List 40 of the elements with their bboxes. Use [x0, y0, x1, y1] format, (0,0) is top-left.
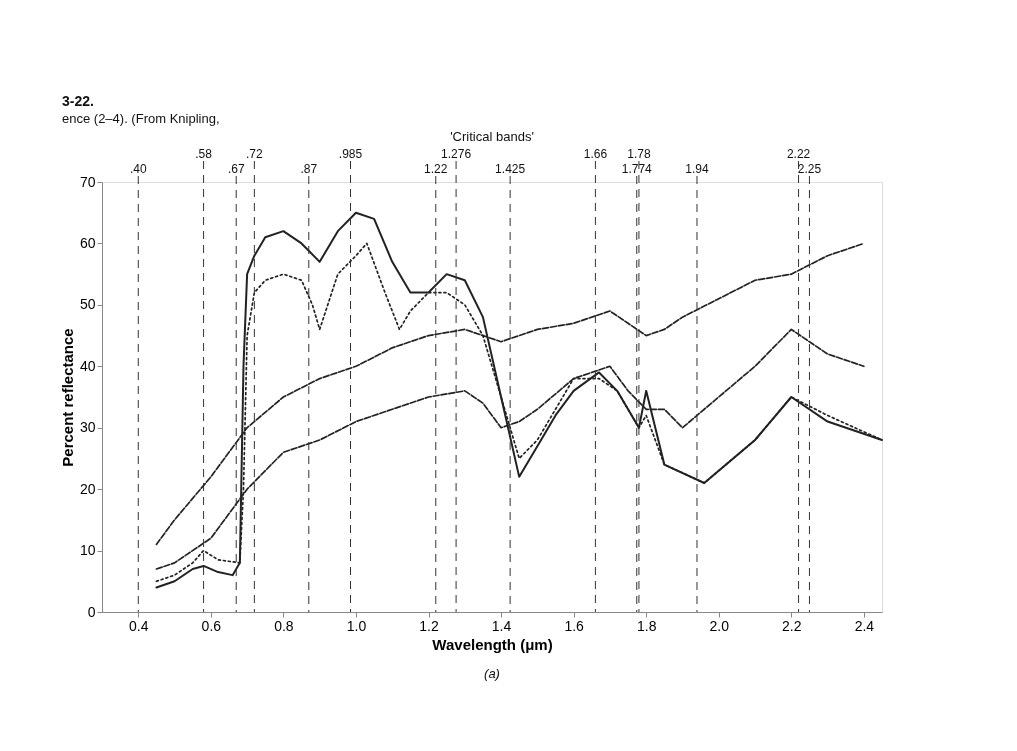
ref-line-label: 1.94	[685, 162, 709, 176]
x-tick-label: 1.4	[491, 617, 512, 634]
y-tick-label: 40	[79, 357, 96, 374]
y-tick-label: 50	[79, 296, 96, 313]
x-tick-label: 0.6	[201, 617, 222, 634]
y-tick-label: 0	[87, 603, 96, 620]
ref-line-label: .67	[227, 162, 245, 176]
x-tick-label: 1.6	[564, 617, 585, 634]
ref-line-label: .985	[338, 147, 363, 161]
text: ence (2–4). (From Knipling,	[62, 111, 220, 126]
ref-line-label: 1.22	[424, 162, 448, 176]
x-tick-label: 2.2	[782, 617, 802, 634]
ref-line-label: 1.276	[441, 147, 472, 161]
ref-line-label: 1.66	[583, 147, 608, 161]
x-tick-label: 0.8	[274, 617, 294, 634]
text: 3-22.	[62, 93, 94, 109]
ref-line-label: 1.774	[621, 162, 653, 176]
x-tick-label: 2.4	[854, 617, 875, 634]
y-tick-label: 20	[79, 480, 96, 497]
text: (a)	[484, 666, 500, 681]
x-axis-title: Wavelength (μm)	[432, 635, 553, 653]
ref-line-label: .72	[246, 147, 264, 161]
x-tick-label: 2.0	[709, 617, 730, 634]
ref-line-label: .87	[300, 162, 318, 176]
ref-line-label: 1.425	[495, 162, 526, 176]
x-tick-label: 1.0	[346, 617, 367, 634]
x-tick-label: 1.2	[419, 617, 439, 634]
y-tick-label: 30	[79, 419, 96, 436]
y-tick-label: 70	[79, 173, 96, 190]
ref-line-label: 2.25	[797, 162, 822, 176]
ref-line-label: .40	[129, 162, 147, 176]
ref-line-label: .58	[195, 147, 213, 161]
x-tick-label: 1.8	[636, 617, 657, 634]
text: 'Critical bands'	[450, 129, 534, 144]
ref-line-label: 1.78	[627, 147, 651, 161]
ref-line-label: 2.22	[786, 147, 811, 161]
y-axis-title: Percent reflectance	[58, 328, 76, 467]
y-tick-label: 10	[79, 542, 96, 559]
x-tick-label: 0.4	[129, 617, 149, 634]
y-tick-label: 60	[79, 234, 96, 251]
